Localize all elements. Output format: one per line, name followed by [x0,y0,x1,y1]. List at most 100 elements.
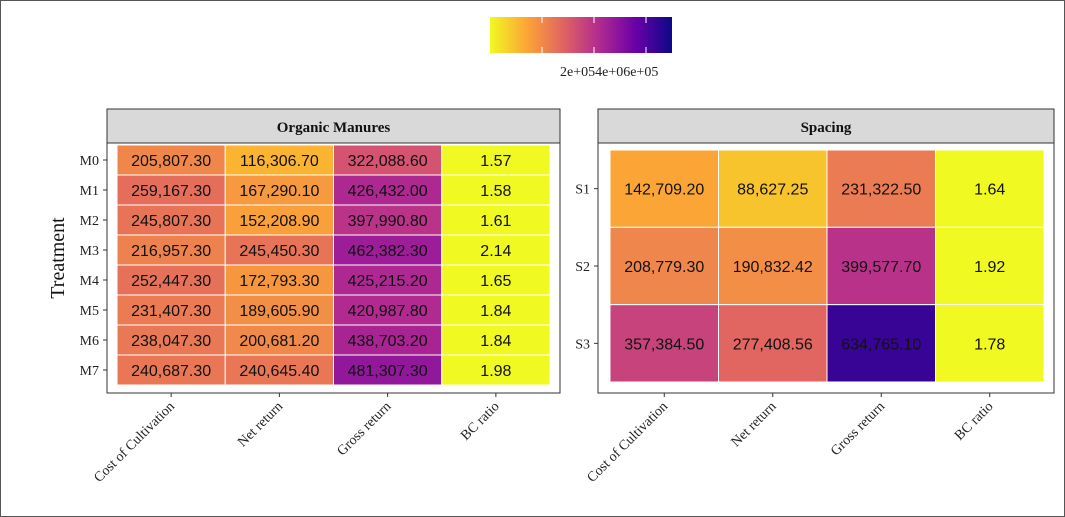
tile-value-label: 259,167.30 [131,183,211,200]
heatmap-tile [333,204,443,236]
tile-value-label: 231,407.30 [131,303,211,320]
tile-value-label: 1.58 [480,183,511,200]
heatmap-tile [441,354,551,386]
tile-value-label: 1.92 [974,259,1005,276]
heatmap-tile [333,294,443,326]
x-tick-label: Gross return [335,399,395,459]
tile-value-label: 277,408.56 [733,336,813,353]
x-tick-label: BC ratio [952,399,996,443]
panel-0: Organic Manures 205,807.30 116,306.70 322,0… [80,108,561,486]
heatmap-tile [718,226,828,306]
heatmap-tile [116,294,226,326]
tile-value-label: 208,779.30 [624,259,704,276]
heatmap-tile [441,324,551,356]
heatmap-tile [224,264,334,296]
y-tick-label: M2 [80,214,99,229]
tile-value-label: 2.14 [480,243,511,260]
heatmap-tile [333,144,443,176]
tile-value-label: 322,088.60 [348,153,428,170]
heatmap-tile [441,234,551,266]
x-tick-label: Cost of Cultivation [91,399,178,486]
heatmap-tile [116,354,226,386]
x-tick-label: BC ratio [458,399,502,443]
heatmap-tile [116,204,226,236]
x-tick-label: Cost of Cultivation [585,399,672,486]
tile-value-label: 200,681.20 [239,333,319,350]
tile-value-label: 1.61 [480,213,511,230]
y-tick-label: M7 [80,364,99,379]
heatmap-tile [333,234,443,266]
tile-value-label: 357,384.50 [624,336,704,353]
y-tick-label: M3 [80,244,99,259]
tile-value-label: 116,306.70 [240,153,319,170]
panel-title: Spacing [801,120,852,136]
tile-value-label: 231,322.50 [841,182,921,199]
tile-value-label: 190,832.42 [733,259,813,276]
tile-value-label: 189,605.90 [239,303,319,320]
y-tick-label: M6 [80,334,99,349]
legend-colorbar [490,17,672,53]
y-axis-title: Treatment [47,217,69,299]
tile-value-label: 172,793.30 [239,273,319,290]
tile-value-label: 481,307.30 [348,363,428,380]
heatmap-tile [116,174,226,206]
heatmap-tile [116,144,226,176]
heatmap-tile [935,304,1045,383]
heatmap-tile [935,226,1045,306]
y-tick-label: S1 [575,183,590,198]
tile-value-label: 152,208.90 [239,213,319,230]
heatmap-tile [609,149,719,228]
panel-title: Organic Manures [277,120,391,136]
tile-value-label: 634,765.10 [841,336,921,353]
heatmap-tile [826,304,936,383]
y-tick-label: S3 [575,337,590,352]
heatmap-tile [441,204,551,236]
heatmap-tile [441,264,551,296]
panel-strip [597,108,1055,144]
panel-strip [106,108,561,144]
y-tick-label: M5 [80,304,99,319]
tile-value-label: 462,382.30 [348,243,428,260]
heatmap-tile [441,144,551,176]
heatmap-tile [718,304,828,383]
tile-value-label: 438,703.20 [348,333,428,350]
tile-value-label: 167,290.10 [239,183,319,200]
heatmap-tile [224,234,334,266]
heatmap-tile [116,324,226,356]
tile-value-label: 1.84 [480,333,511,350]
y-tick-label: M0 [80,154,99,169]
y-tick-label: M1 [80,184,99,199]
x-tick-label: Net return [235,399,286,450]
heatmap-tile [609,226,719,306]
tile-value-label: 1.84 [480,303,511,320]
tile-value-label: 245,807.30 [131,213,211,230]
heatmap-tile [333,324,443,356]
tile-value-label: 425,215.20 [348,273,428,290]
heatmap-tile [826,226,936,306]
tile-value-label: 205,807.30 [131,153,211,170]
heatmap-tile [718,149,828,228]
tile-value-label: 216,957.30 [131,243,211,260]
heatmap-tile [224,204,334,236]
tile-value-label: 88,627.25 [737,182,808,199]
tile-value-label: 397,990.80 [348,213,428,230]
x-tick-label: Net return [729,399,780,450]
x-tick-label: Gross return [828,399,888,459]
tile-value-label: 252,447.30 [131,273,211,290]
heatmap-tile [441,174,551,206]
tile-value-label: 240,645.40 [239,363,319,380]
tile-value-label: 426,432.00 [348,183,428,200]
heatmap-tile [609,304,719,383]
tile-value-label: 1.78 [974,336,1005,353]
color-legend: 2e+054e+06e+05 [490,17,672,80]
tile-value-label: 399,577.70 [841,259,921,276]
heatmap-tile [826,149,936,228]
tile-value-label: 1.65 [480,273,511,290]
tile-value-label: 1.98 [480,363,511,380]
heatmap-tile [224,144,334,176]
heatmap-tile [333,174,443,206]
tile-value-label: 420,987.80 [348,303,428,320]
legend-tick-labels: 2e+054e+06e+05 [560,65,658,80]
tile-value-label: 238,047.30 [131,333,211,350]
